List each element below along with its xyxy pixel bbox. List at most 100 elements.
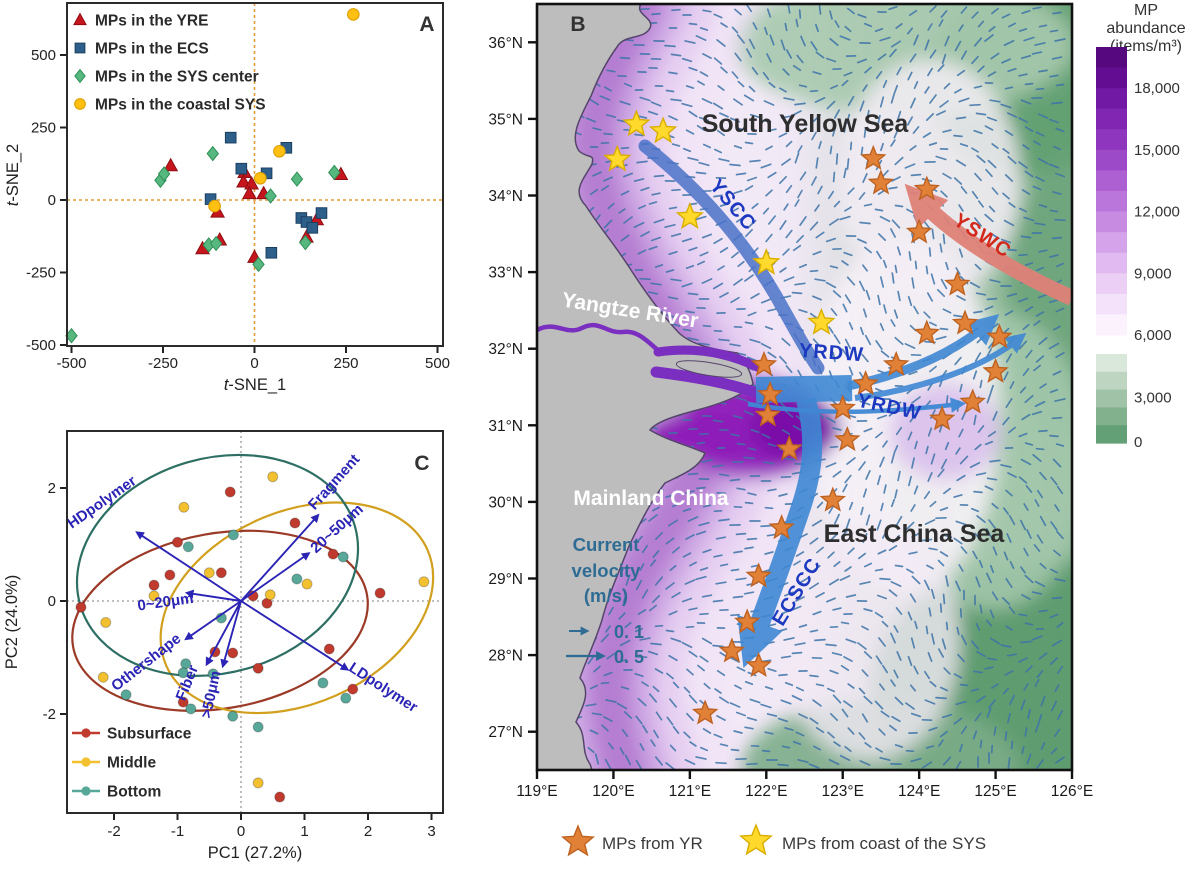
colorbar-green-cell <box>1096 371 1127 391</box>
velocity-legend-title-3: (m/s) <box>584 585 628 606</box>
x-tick-label: 0 <box>250 355 258 372</box>
mp-source-star-yr <box>734 608 761 634</box>
data-point <box>347 683 359 695</box>
legend-item-label: MPs in the SYS center <box>95 69 259 86</box>
yrdw-thin-arrow <box>747 397 967 415</box>
yangtze-river-line <box>537 322 662 354</box>
x-tick-label: 250 <box>333 355 358 372</box>
colorbar-purple-cell <box>1096 252 1127 274</box>
data-point-diamond <box>328 164 341 181</box>
yswc-current-band <box>904 183 1072 306</box>
data-point <box>227 710 239 722</box>
group-ellipse-bottom <box>75 453 360 677</box>
mp-source-star-yr <box>745 651 772 678</box>
map-mp-source-stars <box>603 109 1013 725</box>
legend-item-label: Subsurface <box>107 726 192 743</box>
data-point-square <box>265 246 278 259</box>
panel-c-pca-plot: HDpolymer Fragment20~50μm0~20μmOthershape… <box>43 430 444 840</box>
colorbar-title-1: MP <box>1134 2 1158 19</box>
mp-source-star-yr <box>951 309 979 335</box>
colorbar-title-3: (items/m³) <box>1110 38 1182 55</box>
mp-source-star-yr <box>852 370 879 396</box>
axis-label: t-SNE_1 <box>224 376 286 394</box>
colorbar-purple-cell <box>1096 273 1127 295</box>
mp-source-star-yr <box>867 169 895 195</box>
data-point-diamond <box>252 256 265 273</box>
data-point <box>148 579 160 591</box>
mp-source-star-yr <box>829 394 856 420</box>
map-current-arrows <box>638 139 1072 669</box>
data-point-diamond <box>206 145 220 162</box>
x-tick-label: 2 <box>364 823 372 840</box>
data-point <box>252 721 264 733</box>
data-point <box>185 703 197 715</box>
y-tick-label: -2 <box>43 706 56 723</box>
yangtze-estuary-north-channel <box>653 345 762 372</box>
map-axes: 36°N 35°N 34°N 33°N 32°N 31°N 30°N 29°N 28°N 27°N… <box>488 2 1093 800</box>
legend-item-label: Bottom <box>107 784 161 801</box>
panel-c-letter: C <box>414 452 429 475</box>
colorbar-title-2: abundance <box>1106 20 1185 37</box>
yrdw-current-label-1: YRDW <box>798 340 864 366</box>
colorbar-green-label: 3,000 <box>1134 390 1172 407</box>
mp-source-star-yr <box>982 357 1009 383</box>
data-point <box>252 662 264 674</box>
legend-item-label: MPs in the YRE <box>95 13 208 30</box>
colorbar-purple-cell <box>1096 211 1127 233</box>
velocity-legend-title-2: velocity <box>572 560 642 581</box>
colorbar-purple-cell <box>1096 232 1127 254</box>
panel-a-letter: A <box>419 13 434 36</box>
data-point <box>207 668 219 680</box>
colorbar-purple-cell <box>1096 191 1127 213</box>
x-tick-label: 0 <box>237 823 245 840</box>
data-point <box>227 529 239 541</box>
lat-tick-label: 28°N <box>488 648 523 665</box>
chongming-island <box>675 360 743 378</box>
lon-tick-label: 124°E <box>898 783 940 800</box>
data-point <box>224 486 236 498</box>
mp-source-star-sys <box>622 109 651 137</box>
mainland-china-label: Mainland China <box>573 487 728 510</box>
series-diamond <box>65 145 341 344</box>
data-point <box>374 587 386 599</box>
legend-dot <box>81 757 91 767</box>
mp-source-star-yr <box>860 144 887 170</box>
lon-tick-label: 125°E <box>974 783 1016 800</box>
x-tick-label: 500 <box>425 355 450 372</box>
data-point-diamond <box>290 171 304 187</box>
data-point-diamond <box>264 188 277 204</box>
data-point <box>267 471 279 483</box>
x-tick-label: -2 <box>107 823 120 840</box>
group-ellipse-middle <box>159 501 435 715</box>
data-point-square <box>235 162 248 175</box>
legend-dot <box>81 728 91 738</box>
lat-tick-label: 36°N <box>488 35 523 52</box>
mps-from-yr-label: MPs from YR <box>602 834 703 853</box>
colorbar-purple-cell <box>1096 170 1127 192</box>
mp-source-star-yr <box>959 388 986 414</box>
colorbar-purple-cell <box>1096 314 1127 336</box>
colorbar-green-cell <box>1096 407 1127 426</box>
data-point <box>97 671 109 683</box>
ecscc-current-band <box>737 397 823 669</box>
mps-from-coast-sys-label: MPs from coast of the SYS <box>782 834 986 853</box>
loading-arrow <box>135 531 242 602</box>
y-tick-label: -500 <box>26 337 56 354</box>
colorbar-green-cell <box>1096 354 1127 373</box>
yrdw-branch-arrow-2 <box>854 332 1027 401</box>
y-tick-label: 0 <box>48 192 56 209</box>
mp-source-star-yr <box>776 435 803 461</box>
data-point-circle <box>273 144 286 158</box>
y-tick-label: 0 <box>48 593 56 610</box>
mp-source-star-sys <box>648 116 678 144</box>
x-tick-label: -250 <box>148 355 178 372</box>
data-point <box>337 551 349 563</box>
legend-item: MPs in the ECS <box>74 41 209 58</box>
y-tick-label: 500 <box>31 47 56 64</box>
data-point-square <box>315 207 328 219</box>
colorbar-purple-label: 6,000 <box>1134 327 1172 344</box>
y-tick-label: -250 <box>26 265 56 282</box>
loading-label: HDpolymer <box>64 472 139 532</box>
